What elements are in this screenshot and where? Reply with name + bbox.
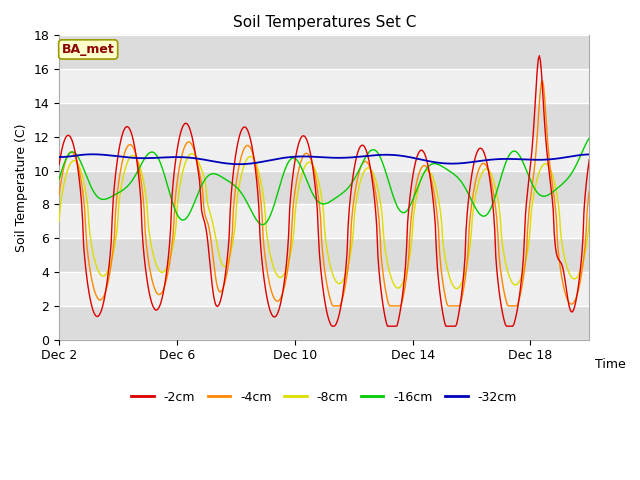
Bar xyxy=(59,170,589,204)
Bar xyxy=(59,36,589,69)
Bar xyxy=(59,306,589,340)
Text: Time: Time xyxy=(595,358,625,371)
Bar xyxy=(59,103,589,137)
Legend: -2cm, -4cm, -8cm, -16cm, -32cm: -2cm, -4cm, -8cm, -16cm, -32cm xyxy=(126,385,522,408)
Y-axis label: Soil Temperature (C): Soil Temperature (C) xyxy=(15,123,28,252)
Bar xyxy=(59,204,589,238)
Bar xyxy=(59,69,589,103)
Bar xyxy=(59,238,589,272)
Bar xyxy=(59,137,589,170)
Bar xyxy=(59,272,589,306)
Title: Soil Temperatures Set C: Soil Temperatures Set C xyxy=(232,15,416,30)
Text: BA_met: BA_met xyxy=(62,43,115,56)
